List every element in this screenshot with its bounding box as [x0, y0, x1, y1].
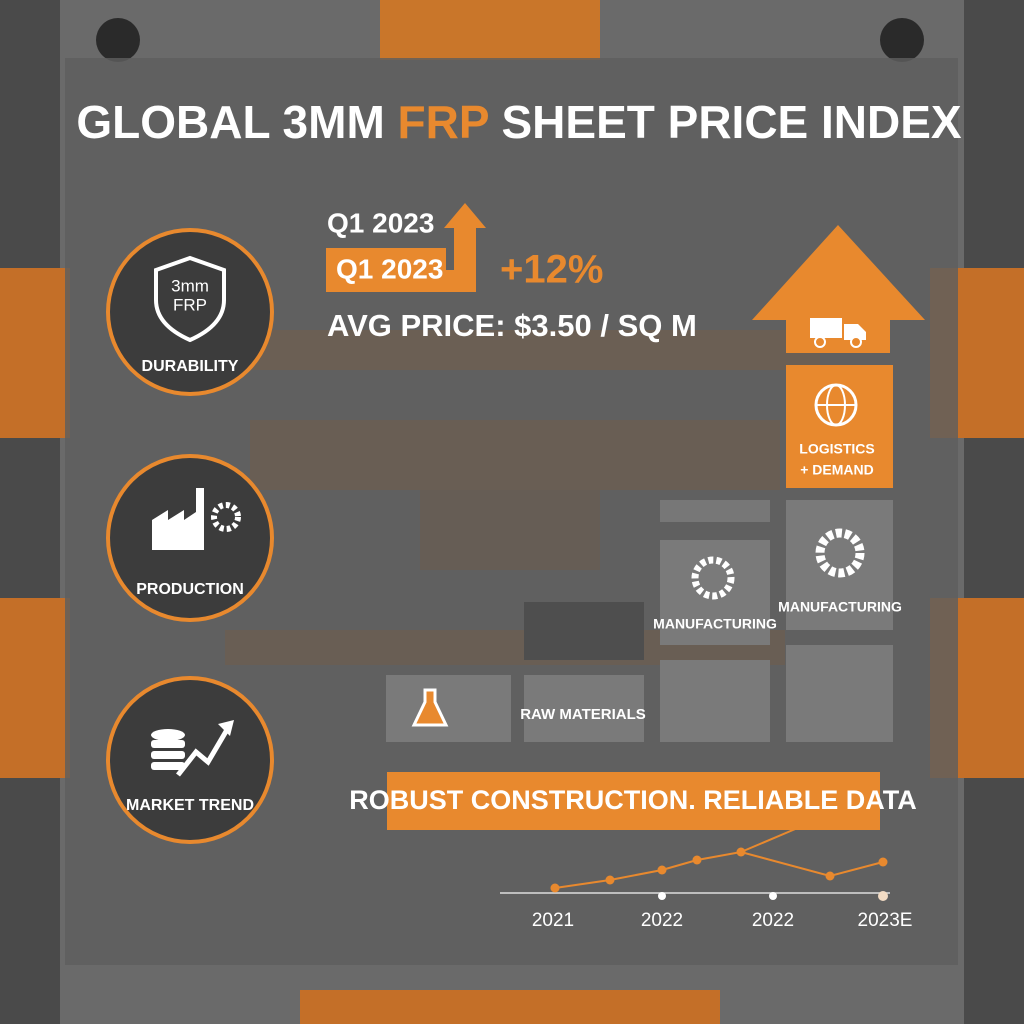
trend-points — [550, 847, 888, 893]
banner: ROBUST CONSTRUCTION. RELIABLE DATA — [349, 785, 916, 815]
block — [524, 675, 644, 742]
block — [786, 645, 893, 742]
trend-icon — [176, 726, 231, 777]
period-badge: Q1 2023 — [336, 253, 443, 284]
flask-icon — [411, 688, 449, 727]
badge-label: DURABILITY — [142, 358, 239, 375]
gear-icon — [691, 556, 735, 600]
banner-bg — [387, 772, 880, 830]
period-badge-bg — [326, 248, 446, 292]
timeline-label: 2023E — [858, 910, 913, 931]
timeline-label: 2022 — [641, 910, 683, 931]
up-arrow — [444, 203, 486, 292]
block-label: MANUFACTURING — [778, 599, 902, 615]
block — [786, 500, 893, 630]
badges: 3mm FRP DURABILITY PRODUCTION MARKET TRE… — [106, 228, 274, 844]
block-label: LOGISTICS — [799, 441, 874, 457]
block-label: + DEMAND — [800, 462, 874, 478]
truck-icon — [810, 318, 866, 348]
timeline: 2021 2022 2022 2023E — [500, 826, 913, 931]
block — [660, 660, 770, 742]
gear-icon — [211, 502, 241, 532]
block — [524, 602, 644, 660]
avg-price: AVG PRICE: $3.50 / SQ M — [327, 308, 697, 343]
badge-label: MARKET TREND — [126, 797, 254, 814]
title-start: GLOBAL 3MM — [76, 96, 397, 148]
shield-text: 3mm — [171, 276, 209, 295]
shield-icon — [154, 255, 226, 343]
timeline-dots — [658, 891, 888, 901]
block-label: MANUFACTURING — [653, 616, 777, 632]
period: Q1 2023 — [327, 207, 434, 238]
badge-label: PRODUCTION — [136, 581, 244, 598]
timeline-label: 2021 — [532, 910, 574, 931]
badge-circle — [106, 228, 274, 396]
change: +12% — [500, 248, 603, 292]
block — [386, 675, 511, 742]
timeline-label: 2022 — [752, 910, 794, 931]
trend-line — [740, 826, 801, 853]
factory-icon — [152, 488, 204, 550]
big-arrow — [752, 225, 925, 353]
block-label: RAW MATERIALS — [520, 706, 646, 723]
title-end: SHEET PRICE INDEX — [489, 96, 962, 148]
trend-arrowhead — [218, 720, 234, 736]
title: GLOBAL 3MM FRP SHEET PRICE INDEX — [76, 96, 962, 148]
staircase: RAW MATERIALS MANUFACTURING MANUFACTURIN… — [386, 225, 925, 742]
coins-icon — [151, 729, 185, 770]
shield-text: FRP — [173, 295, 207, 314]
block — [660, 500, 770, 522]
title-highlight: FRP — [398, 96, 489, 148]
gear-icon — [815, 528, 865, 578]
